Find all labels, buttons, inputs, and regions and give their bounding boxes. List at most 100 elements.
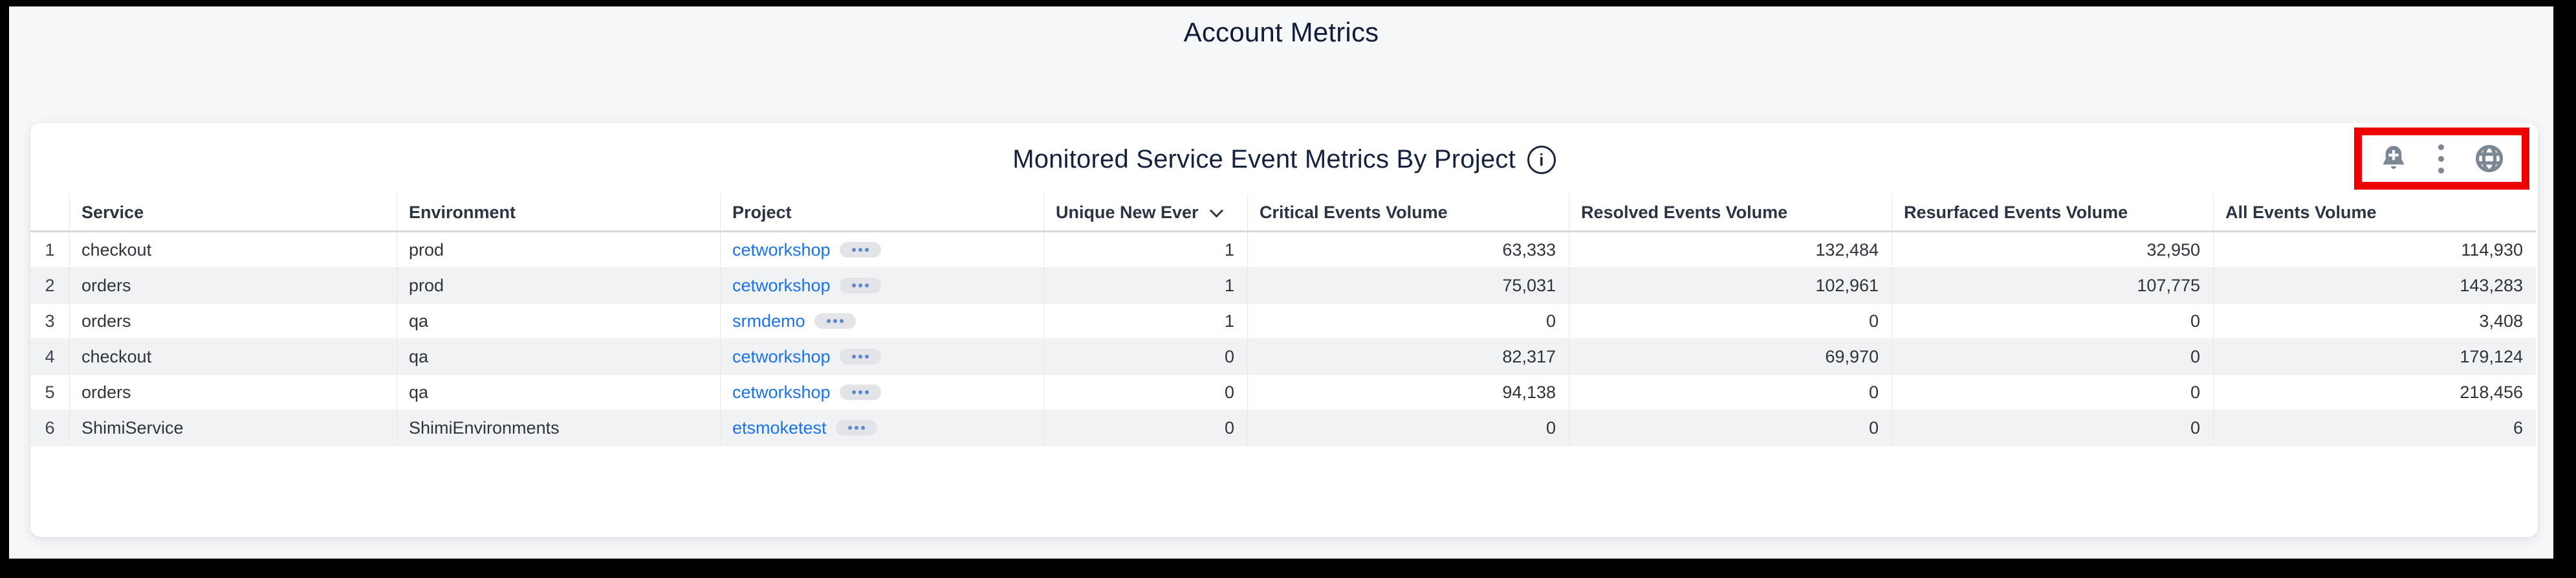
cell-critical: 0: [1247, 304, 1569, 339]
cell-project: srmdemo: [720, 304, 1043, 339]
column-header-critical[interactable]: Critical Events Volume: [1247, 194, 1569, 230]
table-row: 3 orders qa srmdemo 1 0 0 0 3,408: [30, 304, 2536, 339]
cell-resolved: 0: [1569, 410, 1892, 445]
project-link[interactable]: etsmoketest: [732, 417, 827, 438]
project-link[interactable]: cetworkshop: [732, 382, 831, 402]
cell-resurfaced: 32,950: [1892, 232, 2213, 267]
info-icon[interactable]: i: [1527, 145, 1556, 174]
project-link[interactable]: cetworkshop: [732, 275, 831, 295]
cell-critical: 75,031: [1247, 268, 1569, 303]
table-row: 4 checkout qa cetworkshop 0 82,317 69,970 0 179,…: [30, 339, 2536, 375]
ellipsis-pill[interactable]: [839, 349, 881, 364]
column-header-resurfaced[interactable]: Resurfaced Events Volume: [1892, 194, 2213, 230]
column-header-label: Resolved Events Volume: [1581, 202, 1788, 222]
cell-environment: qa: [397, 304, 720, 339]
ellipsis-pill[interactable]: [835, 420, 877, 436]
cell-environment: qa: [397, 375, 720, 410]
cell-all: 3,408: [2213, 304, 2536, 339]
ellipsis-pill[interactable]: [814, 313, 856, 329]
cell-resolved: 69,970: [1569, 339, 1892, 374]
cell-project: cetworkshop: [720, 339, 1043, 374]
column-header-service[interactable]: Service: [69, 194, 397, 230]
cell-resolved: 0: [1569, 304, 1892, 339]
cell-service: orders: [69, 268, 397, 303]
column-header-resolved[interactable]: Resolved Events Volume: [1569, 194, 1892, 230]
kebab-menu-icon[interactable]: [2438, 144, 2444, 173]
cell-project: etsmoketest: [720, 410, 1043, 445]
cell-service: orders: [69, 375, 397, 410]
cell-service: ShimiService: [69, 410, 397, 445]
column-header-unique_new[interactable]: Unique New Ever: [1043, 194, 1247, 230]
cell-resurfaced: 0: [1892, 375, 2213, 410]
table-row: 1 checkout prod cetworkshop 1 63,333 132,484 32…: [30, 232, 2536, 268]
dashboard-title: Account Metrics: [1183, 17, 1379, 47]
row-number: 3: [45, 311, 55, 331]
ellipsis-pill[interactable]: [839, 384, 881, 400]
cell-resurfaced: 0: [1892, 339, 2213, 374]
table-row: 2 orders prod cetworkshop 1 75,031 102,961 107,…: [30, 268, 2536, 304]
cell-all: 179,124: [2213, 339, 2536, 374]
table-row: 6 ShimiService ShimiEnvironments etsmoketes…: [30, 410, 2536, 446]
globe-icon[interactable]: [2474, 143, 2505, 174]
cell-critical: 63,333: [1247, 232, 1569, 267]
column-header-label: Resurfaced Events Volume: [1904, 202, 2128, 222]
cell-unique_new: 0: [1043, 339, 1247, 374]
table-row: 5 orders qa cetworkshop 0 94,138 0 0 218,456: [30, 375, 2536, 410]
cell-environment: qa: [397, 339, 720, 374]
column-header-label: Unique New Ever: [1056, 202, 1199, 222]
cell-resolved: 102,961: [1569, 268, 1892, 303]
metrics-table: Service Environment Project Unique New Ever…: [30, 194, 2536, 446]
cell-critical: 82,317: [1247, 339, 1569, 374]
cell-all: 143,283: [2213, 268, 2536, 303]
annotation-highlight: [2354, 128, 2529, 190]
column-header-label: Critical Events Volume: [1260, 202, 1448, 222]
cell-unique_new: 1: [1043, 268, 1247, 303]
column-header-environment[interactable]: Environment: [397, 194, 720, 230]
panel-toolbar: [2362, 135, 2522, 182]
table-header-row: Service Environment Project Unique New Ever…: [30, 194, 2536, 232]
column-header-label: Environment: [409, 202, 516, 222]
panel-title: Monitored Service Event Metrics By Proje…: [1012, 145, 1516, 173]
table-body: 1 checkout prod cetworkshop 1 63,333 132,484 32…: [30, 232, 2536, 446]
cell-environment: prod: [397, 268, 720, 303]
cell-project: cetworkshop: [720, 232, 1043, 267]
ellipsis-pill[interactable]: [839, 278, 881, 293]
row-number: 2: [45, 275, 55, 295]
sort-chevron-down-icon[interactable]: [1209, 203, 1223, 217]
cell-unique_new: 1: [1043, 232, 1247, 267]
column-header-label: Project: [732, 202, 792, 222]
cell-all: 6: [2213, 410, 2536, 445]
cell-resurfaced: 0: [1892, 410, 2213, 445]
ellipsis-pill[interactable]: [839, 242, 881, 258]
cell-unique_new: 0: [1043, 375, 1247, 410]
column-header-label: Service: [82, 202, 144, 222]
project-link[interactable]: cetworkshop: [732, 239, 831, 260]
cell-unique_new: 1: [1043, 304, 1247, 339]
cell-service: checkout: [69, 232, 397, 267]
cell-resolved: 0: [1569, 375, 1892, 410]
cell-resolved: 132,484: [1569, 232, 1892, 267]
panel-header: Monitored Service Event Metrics By Proje…: [30, 145, 2538, 174]
row-number-header: [30, 194, 69, 230]
cell-environment: ShimiEnvironments: [397, 410, 720, 445]
cell-unique_new: 0: [1043, 410, 1247, 445]
add-alert-bell-icon[interactable]: [2379, 143, 2408, 174]
row-number: 5: [45, 382, 55, 402]
cell-all: 218,456: [2213, 375, 2536, 410]
column-header-all[interactable]: All Events Volume: [2213, 194, 2536, 230]
cell-critical: 0: [1247, 410, 1569, 445]
cell-resurfaced: 0: [1892, 304, 2213, 339]
row-number: 1: [45, 239, 55, 260]
cell-service: checkout: [69, 339, 397, 374]
cell-resurfaced: 107,775: [1892, 268, 2213, 303]
cell-all: 114,930: [2213, 232, 2536, 267]
cell-project: cetworkshop: [720, 375, 1043, 410]
column-header-label: All Events Volume: [2225, 202, 2377, 222]
project-link[interactable]: cetworkshop: [732, 346, 831, 366]
cell-critical: 94,138: [1247, 375, 1569, 410]
dashboard-page: Account Metrics Monitored Service Event …: [9, 6, 2553, 559]
project-link[interactable]: srmdemo: [732, 311, 805, 331]
table-panel: Monitored Service Event Metrics By Proje…: [30, 123, 2538, 537]
row-number: 4: [45, 346, 55, 366]
column-header-project[interactable]: Project: [720, 194, 1043, 230]
